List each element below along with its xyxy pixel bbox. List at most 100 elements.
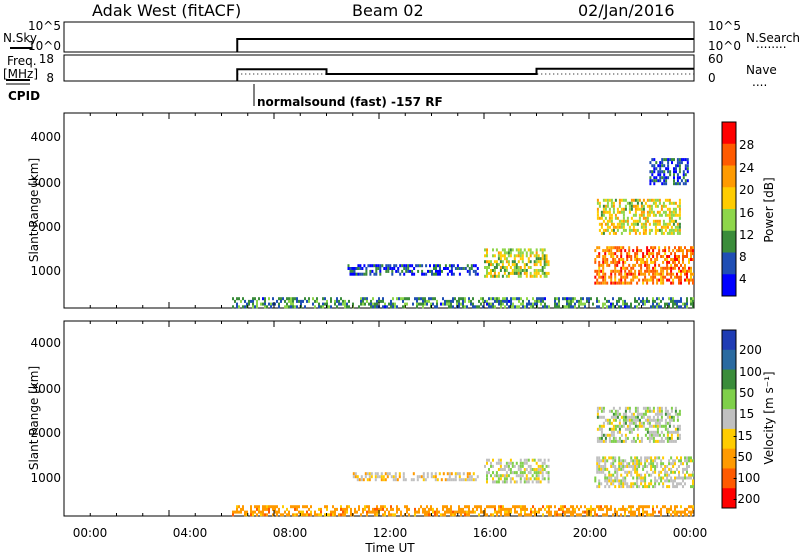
- echo-cell: [658, 470, 661, 474]
- echo-cell: [436, 507, 438, 511]
- echo-cell: [304, 297, 306, 301]
- echo-cell: [334, 299, 336, 303]
- echo-cell: [628, 225, 631, 229]
- echo-cell: [288, 513, 290, 517]
- echo-cell: [514, 507, 516, 511]
- echo-cell: [357, 264, 360, 268]
- echo-cell: [458, 299, 460, 303]
- echo-cell: [614, 470, 617, 474]
- echo-cell: [409, 269, 412, 273]
- echo-cell: [628, 485, 631, 489]
- echo-cell: [652, 201, 655, 205]
- echo-cell: [626, 219, 629, 223]
- echo-cell: [672, 207, 675, 211]
- echo-cell: [519, 461, 522, 465]
- echo-cell: [630, 412, 633, 416]
- echo-cell: [634, 204, 637, 208]
- echo-cell: [632, 228, 635, 232]
- echo-cell: [470, 510, 472, 514]
- echo-cell: [572, 513, 574, 517]
- echo-cell: [422, 302, 424, 306]
- echo-cell: [362, 510, 364, 514]
- echo-cell: [598, 406, 601, 410]
- echo-cell: [652, 252, 655, 256]
- echo-cell: [374, 510, 376, 514]
- echo-cell: [466, 472, 469, 476]
- echo-cell: [624, 507, 626, 511]
- echo-cell: [596, 216, 599, 220]
- echo-cell: [506, 302, 508, 306]
- echo-cell: [298, 510, 300, 514]
- echo-cell: [676, 485, 678, 489]
- echo-cell: [630, 513, 632, 517]
- echo-cell: [660, 470, 663, 474]
- echo-cell: [312, 302, 314, 306]
- echo-cell: [541, 271, 544, 275]
- echo-cell: [648, 439, 651, 443]
- echo-cell: [616, 299, 618, 303]
- echo-cell: [656, 258, 659, 261]
- echo-cell: [356, 510, 358, 514]
- echo-cell: [660, 424, 663, 428]
- echo-cell: [622, 302, 624, 306]
- echo-cell: [523, 269, 526, 272]
- echo-cell: [348, 305, 350, 309]
- echo-cell: [425, 272, 428, 276]
- echo-cell: [488, 263, 490, 267]
- echo-cell: [503, 271, 506, 275]
- echo-cell: [646, 406, 649, 410]
- echo-cell: [678, 275, 680, 279]
- echo-cell: [686, 459, 688, 463]
- echo-cell: [656, 255, 659, 258]
- echo-cell: [644, 433, 647, 437]
- echo-cell: [518, 505, 520, 509]
- echo-cell: [660, 269, 663, 273]
- echo-cell: [678, 465, 680, 468]
- echo-cell: [292, 305, 294, 309]
- echo-cell: [674, 207, 677, 211]
- echo-cell: [519, 468, 522, 471]
- echo-cell: [654, 485, 657, 489]
- echo-cell: [654, 424, 657, 428]
- echo-cell: [495, 274, 498, 278]
- echo-cell: [598, 459, 601, 463]
- nsky-right-tick-bottom: 10^0: [708, 39, 741, 53]
- echo-cell: [359, 272, 362, 276]
- echo-cell: [354, 472, 357, 476]
- echo-cell: [470, 264, 473, 268]
- echo-cell: [644, 485, 647, 489]
- echo-cell: [628, 252, 631, 256]
- echo-cell: [686, 299, 688, 303]
- echo-cell: [626, 281, 629, 285]
- echo-cell: [636, 275, 639, 279]
- echo-cell: [484, 274, 486, 278]
- echo-cell: [684, 269, 686, 273]
- echo-cell: [350, 510, 352, 514]
- echo-cell: [346, 507, 348, 511]
- velocity-cb-tick-neg15: -15: [733, 429, 753, 443]
- echo-cell: [648, 409, 651, 413]
- echo-cell: [660, 507, 662, 511]
- echo-cell: [416, 478, 419, 482]
- echo-cell: [642, 424, 645, 428]
- echo-cell: [673, 158, 675, 162]
- echo-cell: [497, 468, 500, 471]
- echo-cell: [655, 176, 658, 180]
- echo-cell: [656, 439, 659, 443]
- echo-cell: [535, 274, 538, 278]
- echo-cell: [452, 305, 454, 309]
- echo-cell: [610, 462, 613, 466]
- echo-cell: [680, 161, 683, 165]
- echo-cell: [540, 299, 542, 303]
- echo-cell: [525, 254, 528, 258]
- echo-cell: [371, 264, 374, 268]
- echo-cell: [606, 421, 609, 425]
- echo-cell: [390, 505, 392, 509]
- echo-cell: [654, 269, 657, 273]
- echo-cell: [680, 305, 682, 309]
- echo-cell: [606, 476, 609, 480]
- echo-cell: [435, 267, 437, 270]
- echo-cell: [530, 302, 532, 306]
- echo-cell: [634, 263, 637, 267]
- echo-cell: [672, 272, 675, 276]
